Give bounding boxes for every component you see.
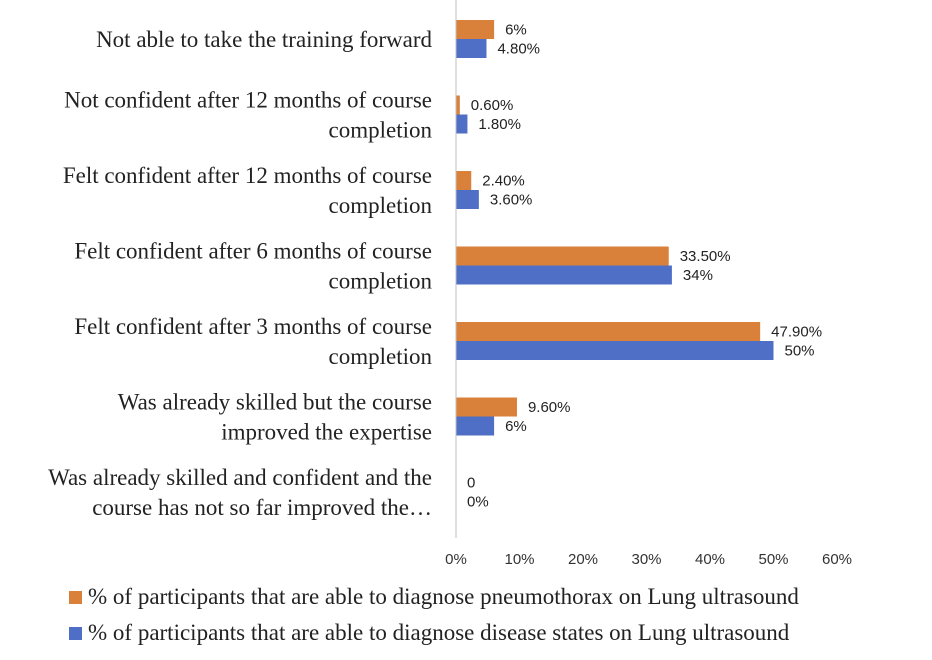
category-label-7-line-2: course has not so far improved the… xyxy=(92,495,432,520)
category-label-4-line-1: Felt confident after 6 months of course xyxy=(74,239,432,264)
category-label-6-line-2: improved the expertise xyxy=(221,420,432,445)
data-label-series-2-cat-6: 6% xyxy=(505,418,527,435)
data-label-series-1-cat-1: 6% xyxy=(505,22,527,39)
bars-layer xyxy=(456,20,774,436)
bar-series-1-cat-4 xyxy=(456,246,669,266)
bar-series-2-cat-1 xyxy=(456,39,487,58)
data-label-series-2-cat-4: 34% xyxy=(683,267,713,284)
bar-series-2-cat-5 xyxy=(456,341,774,360)
x-tick-label-20pct: 20% xyxy=(568,551,598,568)
category-label-2-line-2: completion xyxy=(329,118,433,143)
legend-label-series-1: % of participants that are able to diagn… xyxy=(88,584,799,609)
category-label-2-line-1: Not confident after 12 months of course xyxy=(64,88,432,113)
category-label-7-line-1: Was already skilled and confident and th… xyxy=(48,465,432,490)
data-label-series-2-cat-3: 3.60% xyxy=(490,192,533,209)
x-tick-label-10pct: 10% xyxy=(504,551,534,568)
bar-series-2-cat-6 xyxy=(456,416,495,436)
data-label-series-1-cat-6: 9.60% xyxy=(528,399,571,416)
category-label-6-line-1: Was already skilled but the course xyxy=(118,390,432,415)
category-label-3-line-2: completion xyxy=(329,193,433,218)
legend-swatch-series-1 xyxy=(69,591,82,604)
data-label-series-1-cat-4: 33.50% xyxy=(680,248,731,265)
data-label-series-1-cat-5: 47.90% xyxy=(771,324,822,341)
category-label-1: Not able to take the training forward xyxy=(96,27,432,52)
x-tick-label-30pct: 30% xyxy=(631,551,661,568)
bar-series-1-cat-1 xyxy=(456,20,495,39)
legend-swatch-series-2 xyxy=(69,627,82,640)
data-label-series-2-cat-1: 4.80% xyxy=(497,41,540,58)
x-tick-label-40pct: 40% xyxy=(695,551,725,568)
value-labels-layer: 6% 0.60% 2.40% 33.50% 47.90% 9.60% 0 4.80% 1.80%… xyxy=(467,22,822,511)
legend-label-series-2: % of participants that are able to diagn… xyxy=(88,620,790,645)
x-axis-ticks: 0% 10% 20% 30% 40% 50% 60% xyxy=(445,551,852,568)
bar-series-1-cat-6 xyxy=(456,397,517,417)
x-tick-label-50pct: 50% xyxy=(758,551,788,568)
category-label-5-line-2: completion xyxy=(329,344,433,369)
data-label-series-2-cat-2: 1.80% xyxy=(478,116,521,133)
data-label-series-1-cat-3: 2.40% xyxy=(482,173,525,190)
bar-series-2-cat-4 xyxy=(456,265,672,285)
category-labels-layer: Not able to take the training forward Not… xyxy=(48,27,432,520)
legend: % of participants that are able to diagn… xyxy=(69,584,799,645)
category-label-5-line-1: Felt confident after 3 months of course xyxy=(74,314,432,339)
bar-series-1-cat-5 xyxy=(456,322,761,341)
bar-series-1-cat-3 xyxy=(456,171,472,190)
bar-series-2-cat-2 xyxy=(456,114,468,134)
x-tick-label-60pct: 60% xyxy=(822,551,852,568)
x-tick-label-0pct: 0% xyxy=(445,551,467,568)
data-label-series-1-cat-7: 0 xyxy=(467,475,475,492)
category-label-4-line-2: completion xyxy=(329,269,433,294)
bar-series-2-cat-3 xyxy=(456,190,479,209)
data-label-series-2-cat-7: 0% xyxy=(467,494,489,511)
data-label-series-1-cat-2: 0.60% xyxy=(471,97,514,114)
bar-series-1-cat-2 xyxy=(456,95,460,115)
data-label-series-2-cat-5: 50% xyxy=(785,343,815,360)
category-label-3-line-1: Felt confident after 12 months of course xyxy=(63,163,432,188)
